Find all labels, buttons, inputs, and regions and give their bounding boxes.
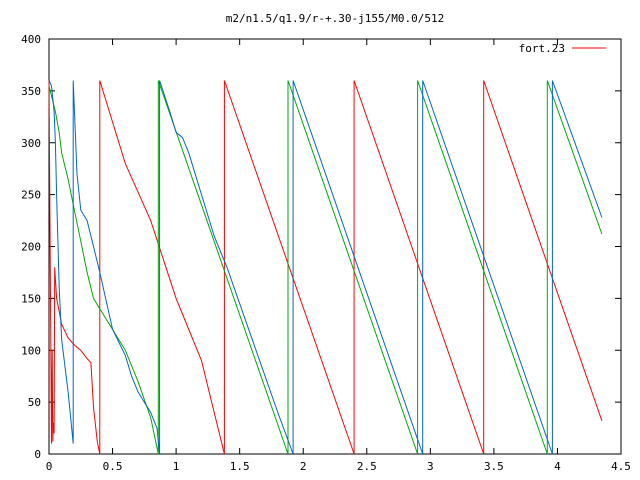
legend: fort.23: [519, 42, 606, 55]
series-line-1: [48, 80, 603, 455]
y-tick-label: 100: [21, 344, 41, 357]
series-line-2: [48, 80, 603, 455]
x-tick-label: 0.5: [103, 460, 123, 473]
y-tick-label: 400: [21, 33, 41, 46]
y-tick-label: 200: [21, 241, 41, 254]
y-tick-label: 350: [21, 85, 41, 98]
x-tick-label: 0: [46, 460, 53, 473]
x-tick-label: 1: [173, 460, 180, 473]
x-tick-label: 1.5: [230, 460, 250, 473]
chart-title: m2/n1.5/q1.9/r-+.30-j155/M0.0/512: [226, 12, 445, 25]
legend-label: fort.23: [519, 42, 565, 55]
y-tick-label: 300: [21, 137, 41, 150]
x-tick-label: 4.5: [611, 460, 631, 473]
x-tick-label: 4: [554, 460, 561, 473]
x-tick-label: 3: [427, 460, 434, 473]
series-layer: [48, 80, 603, 455]
y-tick-label: 50: [28, 396, 41, 409]
x-tick-label: 2.5: [357, 460, 377, 473]
y-tick-label: 150: [21, 292, 41, 305]
plot-frame: [48, 38, 622, 455]
x-tick-label: 2: [300, 460, 307, 473]
axis-ticks: 0 0.5 1 1.5 2 2.5 3 3.5 4 4.5 0 50 100 150 200 250 300 35…: [21, 33, 631, 473]
y-tick-label: 0: [34, 448, 41, 461]
y-tick-label: 250: [21, 189, 41, 202]
x-tick-label: 3.5: [484, 460, 504, 473]
series-line-0: [48, 80, 603, 455]
